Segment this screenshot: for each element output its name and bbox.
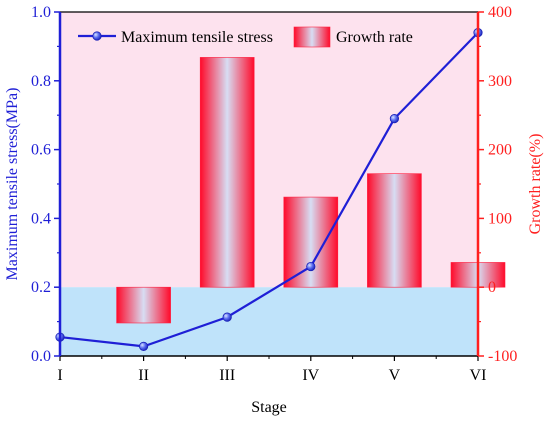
- right-tick-label: 0: [488, 279, 496, 296]
- left-tick-label: 0.2: [31, 279, 51, 296]
- right-tick-label: 100: [488, 210, 512, 227]
- right-tick-label: 300: [488, 73, 512, 90]
- legend-label-stress: Maximum tensile stress: [121, 29, 273, 46]
- growth-bar-III: [199, 57, 255, 288]
- right-axis-ticks: -100 0 100 200 300 400: [478, 4, 517, 365]
- right-axis-label: Growth rate(%): [527, 134, 544, 235]
- stress-point-III: [222, 312, 232, 322]
- x-tick-label: IV: [302, 367, 319, 384]
- left-tick-label: 0.8: [31, 73, 51, 90]
- right-tick-label: -100: [488, 348, 517, 365]
- x-axis-label: Stage: [251, 399, 287, 416]
- left-tick-label: 0.0: [31, 348, 51, 365]
- growth-bar-V: [367, 173, 422, 288]
- stress-point-IV: [306, 261, 316, 272]
- growth-bar-II: [116, 286, 171, 324]
- left-tick-label: 0.4: [31, 210, 51, 227]
- x-tick-label: V: [389, 367, 401, 384]
- left-axis-label: Maximum tensile stress(MPa): [4, 88, 21, 281]
- stress-point-II: [139, 341, 149, 351]
- stress-line: [59, 31, 479, 348]
- left-tick-label: 1.0: [31, 4, 51, 21]
- stress-point-V: [389, 114, 399, 124]
- right-tick-label: 400: [488, 4, 512, 21]
- legend: Maximum tensile stress Growth rate: [78, 26, 413, 48]
- x-axis-ticks: I II III IV V VI: [57, 356, 486, 384]
- x-tick-label: I: [57, 367, 62, 384]
- left-axis-ticks: 0.0 0.2 0.4 0.6 0.8 1.0: [31, 4, 60, 365]
- legend-bar-swatch: [293, 26, 331, 48]
- growth-bar-IV: [283, 196, 339, 288]
- x-tick-label: VI: [470, 367, 487, 384]
- legend-marker-swatch: [92, 31, 102, 41]
- x-tick-label: II: [138, 367, 149, 384]
- x-tick-label: III: [219, 367, 235, 384]
- left-tick-label: 0.6: [31, 142, 51, 159]
- right-tick-label: 200: [488, 142, 512, 159]
- legend-label-growth: Growth rate: [336, 29, 413, 46]
